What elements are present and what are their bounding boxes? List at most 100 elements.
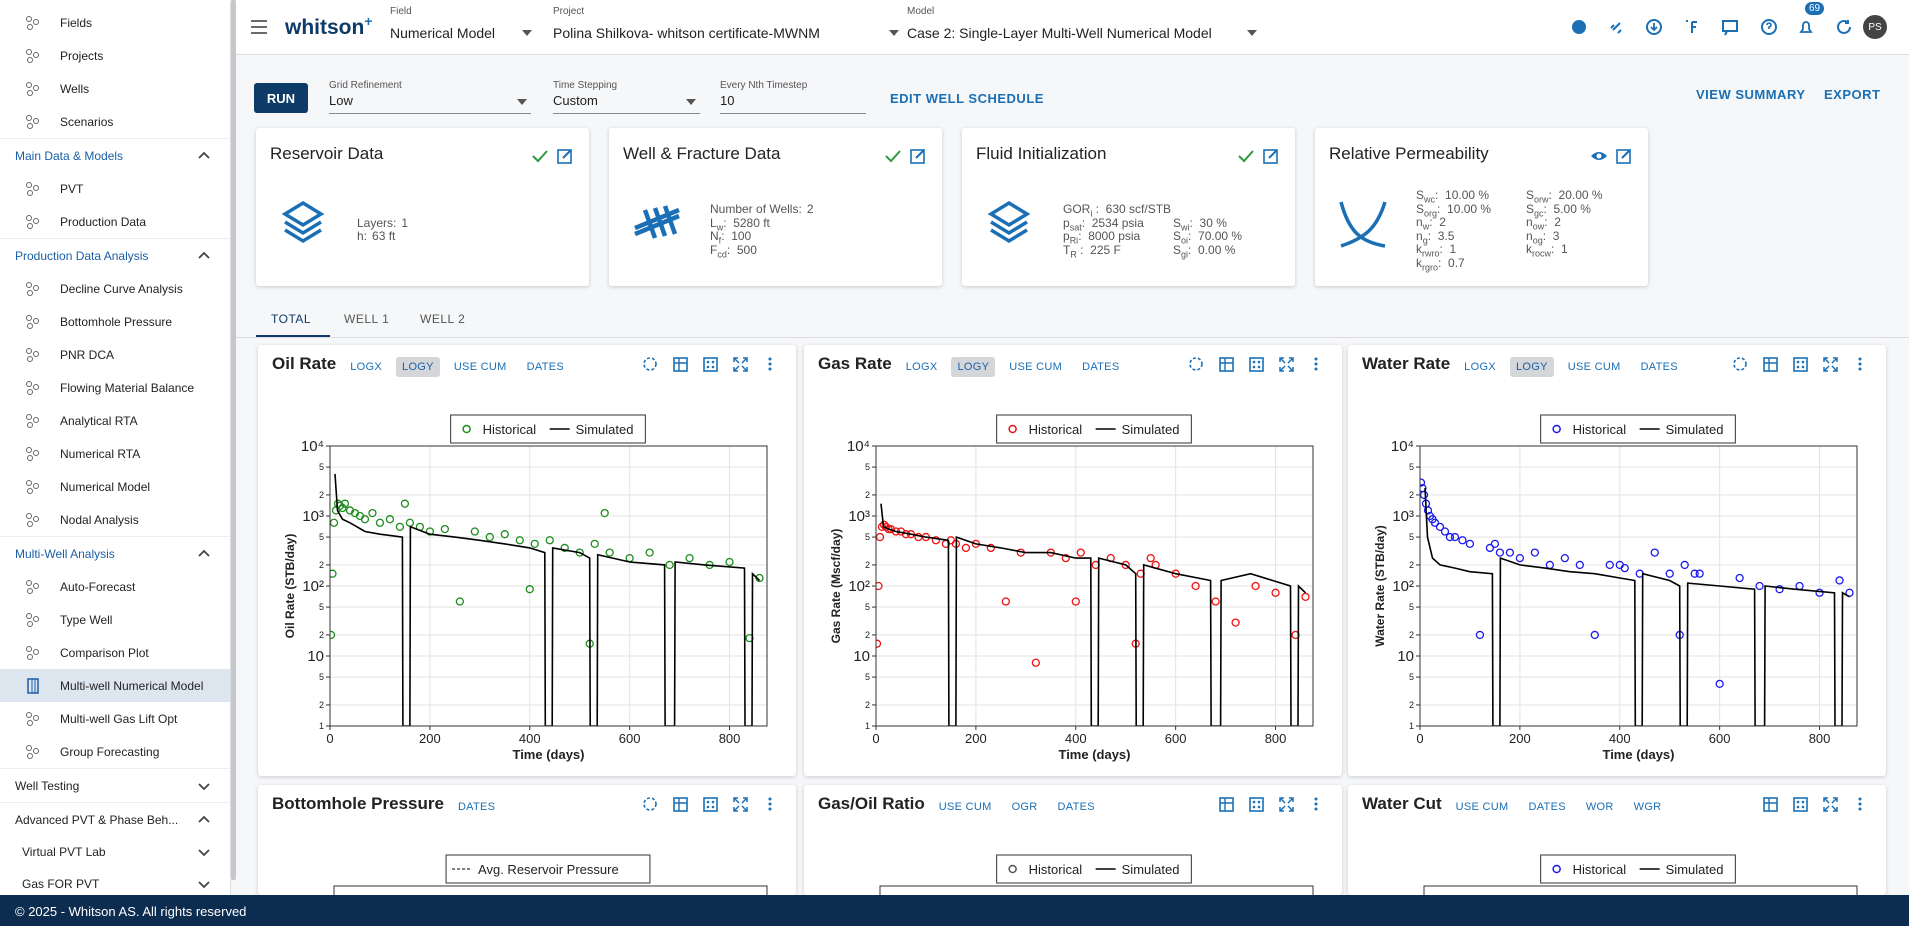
panel-icon[interactable] [642,356,659,373]
toolbar-button[interactable]: DATES [1528,801,1566,813]
nav-link[interactable]: Projects [0,39,230,72]
nav-link[interactable]: Flowing Material Balance [0,371,230,404]
panel-icon[interactable] [642,796,659,813]
panel-icon[interactable] [1762,796,1779,813]
toolbar-icon[interactable] [1608,18,1626,36]
view-icon[interactable] [1590,148,1608,164]
toolbar-button[interactable]: DATES [1057,801,1095,813]
toolbar-button[interactable]: USE CUM [1009,361,1063,373]
panel-icon[interactable] [1852,796,1869,813]
nav-link[interactable]: Type Well [0,603,230,636]
panel-icon[interactable] [1822,356,1839,373]
nav-section-header[interactable]: Production Data Analysis [0,238,230,272]
dropdown-arrow[interactable] [686,99,696,105]
toolbar-button[interactable]: LOGY [951,357,996,377]
menu-icon[interactable] [250,19,268,35]
nav-link[interactable]: Multi-well Numerical Model [0,669,230,702]
field-value[interactable]: Case 2: Single-Layer Multi-Well Numerica… [907,25,1212,41]
panel-icon[interactable] [1762,356,1779,373]
panel-icon[interactable] [702,796,719,813]
panel-icon[interactable] [1308,796,1325,813]
toolbar-button[interactable]: LOGY [396,357,440,377]
toolbar-button[interactable]: OGR [1011,801,1038,813]
panel-icon[interactable] [672,796,689,813]
nav-section-header[interactable]: Advanced PVT & Phase Beh... [0,802,230,836]
nav-section-header[interactable]: Well Testing [0,768,230,802]
input-value[interactable]: 10 [720,93,735,108]
nav-link[interactable]: Numerical RTA [0,437,230,470]
dropdown-arrow[interactable] [522,30,532,36]
nav-link[interactable]: Auto-Forecast [0,570,230,603]
panel-icon[interactable] [732,356,749,373]
nav-link[interactable]: Production Data [0,205,230,238]
nav-link[interactable]: Nodal Analysis [0,503,230,536]
toolbar-button[interactable]: WGR [1633,801,1662,813]
scrollbar[interactable] [231,0,236,880]
toolbar-button[interactable]: WOR [1585,801,1614,813]
panel-icon[interactable] [762,356,779,373]
toolbar-button[interactable]: USE CUM [1567,361,1621,373]
nav-link[interactable]: Group Forecasting [0,735,230,768]
toolbar-button[interactable]: USE CUM [453,361,507,373]
field-value[interactable]: Polina Shilkova- whitson certificate-MWN… [553,25,820,41]
nav-link[interactable]: Wells [0,72,230,105]
run-button[interactable]: RUN [254,83,308,113]
toolbar-button[interactable]: LOGY [1509,357,1554,377]
panel-icon[interactable] [702,356,719,373]
toolbar-icon[interactable] [1835,18,1853,36]
panel-icon[interactable] [1852,356,1869,373]
tab[interactable]: TOTAL [271,312,312,326]
toolbar-icon[interactable] [1760,18,1778,36]
nav-link[interactable]: PNR DCA [0,338,230,371]
nav-link[interactable]: Scenarios [0,105,230,138]
toolbar-button[interactable]: DATES [1082,361,1120,373]
logo[interactable]: whitson+ [285,13,373,40]
panel-icon[interactable] [1188,356,1205,373]
nav-link[interactable]: PVT [0,172,230,205]
edit-icon[interactable] [557,148,573,164]
toolbar-icon[interactable] [1682,18,1700,36]
toolbar-button[interactable]: DATES [457,801,496,813]
panel-icon[interactable] [732,796,749,813]
dropdown-arrow[interactable] [1247,30,1257,36]
toolbar-button[interactable]: LOGX [1464,361,1496,373]
toolbar-icon[interactable] [1645,18,1663,36]
nav-link[interactable]: Comparison Plot [0,636,230,669]
panel-icon[interactable] [1248,356,1265,373]
toolbar-icon[interactable] [1797,18,1815,36]
panel-icon[interactable] [1732,356,1749,373]
nav-link[interactable]: Decline Curve Analysis [0,272,230,305]
field-value[interactable]: Numerical Model [390,25,496,41]
panel-icon[interactable] [1218,356,1235,373]
nav-subgroup[interactable]: Gas FOR PVT [0,868,230,895]
edit-schedule-button[interactable]: EDIT WELL SCHEDULE [890,91,1044,106]
panel-icon[interactable] [1218,796,1235,813]
toolbar-button[interactable]: DATES [1640,361,1678,373]
nav-link[interactable]: Fields [0,6,230,39]
input-value[interactable]: Low [329,93,353,108]
edit-icon[interactable] [1263,148,1279,164]
action-button[interactable]: EXPORT [1824,87,1881,102]
panel-icon[interactable] [1248,796,1265,813]
toolbar-button[interactable]: USE CUM [938,801,992,813]
panel-icon[interactable] [672,356,689,373]
toolbar-icon[interactable] [1570,18,1588,36]
nav-subgroup[interactable]: Virtual PVT Lab [0,836,230,868]
toolbar-button[interactable]: LOGX [350,361,383,373]
panel-icon[interactable] [1278,356,1295,373]
toolbar-icon[interactable] [1721,18,1739,36]
avatar[interactable]: PS [1863,15,1887,39]
panel-icon[interactable] [1792,356,1809,373]
edit-icon[interactable] [1616,148,1632,164]
tab[interactable]: WELL 1 [344,312,390,326]
panel-icon[interactable] [1822,796,1839,813]
edit-icon[interactable] [910,148,926,164]
toolbar-button[interactable]: LOGX [905,361,938,373]
tab[interactable]: WELL 2 [420,312,466,326]
panel-icon[interactable] [762,796,779,813]
action-button[interactable]: VIEW SUMMARY [1696,87,1806,102]
panel-icon[interactable] [1308,356,1325,373]
dropdown-arrow[interactable] [889,30,899,36]
dropdown-arrow[interactable] [517,99,527,105]
toolbar-button[interactable]: USE CUM [1455,801,1509,813]
